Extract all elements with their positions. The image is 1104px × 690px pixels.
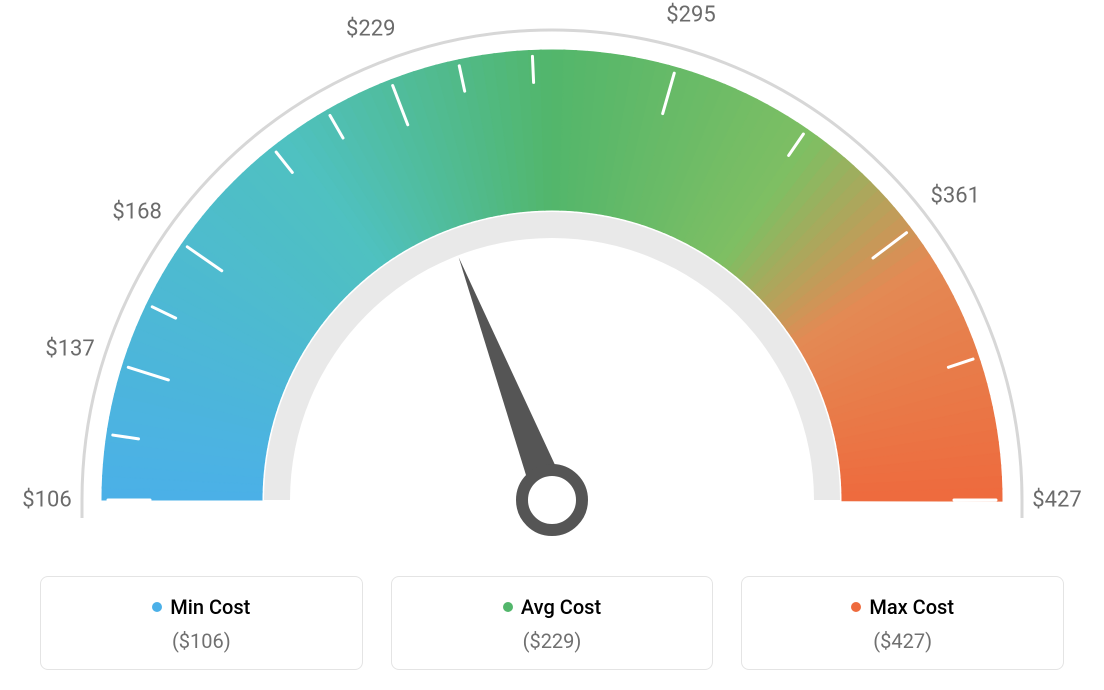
gauge-tick-label: $106 bbox=[22, 488, 71, 513]
legend-title-max: Max Cost bbox=[851, 595, 954, 619]
gauge-tick-label: $137 bbox=[45, 337, 94, 362]
gauge-svg bbox=[0, 0, 1104, 560]
legend-value-min: ($106) bbox=[51, 629, 352, 653]
gauge-tick-label: $295 bbox=[666, 2, 715, 27]
gauge-tick-label: $427 bbox=[1032, 488, 1081, 513]
legend-card-max: Max Cost ($427) bbox=[741, 576, 1064, 670]
legend-card-min: Min Cost ($106) bbox=[40, 576, 363, 670]
legend-label-max: Max Cost bbox=[869, 595, 954, 619]
legend-label-avg: Avg Cost bbox=[521, 595, 601, 619]
legend-value-max: ($427) bbox=[752, 629, 1053, 653]
legend-dot-max bbox=[851, 602, 861, 612]
gauge-tick-label: $168 bbox=[112, 200, 161, 225]
cost-gauge: $106 $137 $168 $229 $295 $361 $427 bbox=[0, 0, 1104, 560]
legend-dot-avg bbox=[503, 602, 513, 612]
legend-card-avg: Avg Cost ($229) bbox=[391, 576, 714, 670]
legend-value-avg: ($229) bbox=[402, 629, 703, 653]
legend-title-avg: Avg Cost bbox=[503, 595, 601, 619]
legend-label-min: Min Cost bbox=[170, 595, 250, 619]
gauge-tick-label: $361 bbox=[931, 184, 980, 209]
legend-dot-min bbox=[152, 602, 162, 612]
legend-title-min: Min Cost bbox=[152, 595, 250, 619]
cost-legend: Min Cost ($106) Avg Cost ($229) Max Cost… bbox=[0, 576, 1104, 670]
gauge-tick-label: $229 bbox=[346, 16, 395, 41]
